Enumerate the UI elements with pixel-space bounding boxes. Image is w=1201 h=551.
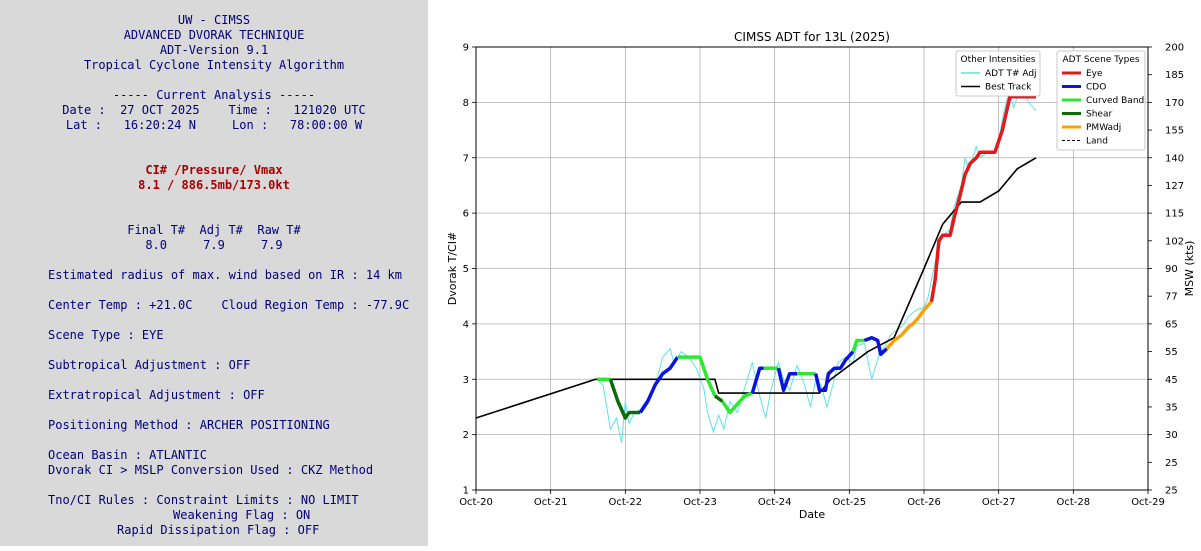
x-tick-label: Oct-25 (833, 497, 867, 508)
ci-values: 8.1 / 886.5mb/173.0kt (138, 178, 290, 192)
scene-segment-curved-band (720, 391, 753, 415)
y2-tick-label: 25 (1165, 458, 1178, 469)
x-tick-label: Oct-27 (982, 497, 1016, 508)
y2-tick-label: 45 (1165, 375, 1178, 386)
panel-header-algorithm: Tropical Cyclone Intensity Algorithm (83, 58, 345, 72)
panel-header-version: ADT-Version 9.1 (159, 43, 269, 57)
scene-segment-cdo (813, 350, 855, 393)
y-axis-label: Dvorak T/CI# (446, 232, 459, 305)
y2-tick-label: 25 (1165, 486, 1178, 497)
scene-legend-label: Shear (1086, 110, 1112, 120)
y2-tick-label: 200 (1165, 43, 1184, 54)
date-time-line: Date : 27 OCT 2025 Time : 121020 UTC (62, 103, 366, 117)
subtropical-line: Subtropical Adjustment : OFF (48, 358, 251, 372)
x-axis-label: Date (799, 508, 826, 521)
scene-segment-pmwadj (885, 300, 933, 350)
scene-segment-cdo (776, 367, 798, 393)
panel-header-org: UW - CIMSS (177, 13, 251, 27)
weakening-flag-line: Weakening Flag : ON (173, 508, 311, 522)
y2-tick-label: 155 (1165, 126, 1184, 137)
y-tick-label: 1 (463, 486, 469, 497)
temps-line: Center Temp : +21.0C Cloud Region Temp :… (48, 298, 410, 312)
y-tick-label: 4 (463, 319, 469, 330)
panel-header-technique: ADVANCED DVORAK TECHNIQUE (123, 28, 305, 42)
y-tick-label: 8 (463, 98, 469, 109)
ocean-basin-line: Ocean Basin : ATLANTIC (48, 448, 207, 462)
scene-legend-title: ADT Scene Types (1062, 55, 1139, 65)
y2-tick-label: 90 (1165, 264, 1178, 275)
x-tick-label: Oct-23 (683, 497, 717, 508)
intensity-legend-label: Best Track (985, 83, 1032, 93)
y2-tick-label: 55 (1165, 347, 1178, 358)
x-tick-label: Oct-20 (459, 497, 493, 508)
scene-legend-box (1056, 50, 1146, 151)
y-tick-label: 9 (463, 43, 469, 54)
y2-tick-label: 185 (1165, 70, 1184, 81)
scene-legend-label: Land (1086, 137, 1108, 147)
lat-lon-line: Lat : 16:20:24 N Lon : 78:00:00 W (65, 118, 363, 132)
y-tick-label: 7 (463, 153, 469, 164)
y2-tick-label: 127 (1165, 181, 1184, 192)
conversion-line: Dvorak CI > MSLP Conversion Used : CKZ M… (48, 463, 374, 477)
intensity-legend-title: Other Intensities (961, 55, 1036, 65)
y-tick-label: 2 (463, 430, 469, 441)
scene-segment-curved-band (677, 355, 717, 397)
x-tick-label: Oct-21 (534, 497, 568, 508)
y2-axis-label: MSW (kts) (1183, 241, 1196, 297)
plot-frame (475, 46, 1149, 491)
chart-title: CIMSS ADT for 13L (2025) (734, 30, 890, 44)
x-tick-label: Oct-26 (907, 497, 941, 508)
ci-header: CI# /Pressure/ Vmax (145, 163, 283, 177)
current-analysis-heading: ----- Current Analysis ----- (112, 88, 316, 102)
y2-tick-label: 77 (1165, 292, 1178, 303)
y2-tick-label: 115 (1165, 209, 1184, 220)
scene-segment-cdo (638, 356, 680, 414)
adt-t-adj-line (596, 84, 1037, 444)
scene-segment-curved-band (851, 338, 865, 353)
scene-legend-label: Curved Band (1086, 96, 1144, 106)
scene-segment-eye (929, 95, 1036, 302)
scene-segment-cdo (750, 366, 764, 394)
tno-rules-line: Tno/CI Rules : Constraint Limits : NO LI… (48, 493, 359, 507)
scene-segment-shear (713, 394, 724, 403)
x-tick-label: Oct-28 (1057, 497, 1091, 508)
y-tick-label: 6 (463, 209, 469, 220)
adt-chart-svg: Oct-20 Oct-21 Oct-22 Oct-23 Oct-24 Oct-25 Oct-… (446, 30, 1196, 521)
scene-type-line: Scene Type : EYE (48, 328, 164, 342)
y2-tick-label: 140 (1165, 153, 1184, 164)
scene-segment-shear (608, 378, 641, 420)
best-track-line (475, 157, 1037, 419)
y2-tick-label: 102 (1165, 236, 1184, 247)
intensity-legend-box (955, 50, 1041, 97)
positioning-line: Positioning Method : ARCHER POSITIONING (48, 418, 330, 432)
scene-legend-label: CDO (1086, 83, 1106, 93)
rapid-dissipation-line: Rapid Dissipation Flag : OFF (117, 523, 320, 537)
x-tick-label: Oct-22 (609, 497, 643, 508)
scene-legend-label: Eye (1086, 69, 1103, 79)
y-tick-label: 3 (463, 375, 469, 386)
tnum-header: Final T# Adj T# Raw T# (127, 223, 301, 237)
adt-chart: Oct-20 Oct-21 Oct-22 Oct-23 Oct-24 Oct-25 Oct-… (428, 0, 1201, 546)
radius-line: Estimated radius of max. wind based on I… (48, 268, 403, 282)
y2-tick-label: 65 (1165, 319, 1178, 330)
y2-tick-label: 170 (1165, 98, 1184, 109)
extratropical-line: Extratropical Adjustment : OFF (48, 388, 265, 402)
y2-tick-label: 30 (1165, 430, 1178, 441)
intensity-legend-label: ADT T# Adj (985, 69, 1037, 79)
x-tick-label: Oct-29 (1131, 497, 1165, 508)
analysis-panel: UW - CIMSS ADVANCED DVORAK TECHNIQUE ADT… (0, 0, 428, 546)
y-tick-label: 5 (463, 264, 469, 275)
tnum-values: 8.0 7.9 7.9 (145, 238, 283, 252)
y2-tick-label: 35 (1165, 402, 1178, 413)
x-tick-label: Oct-24 (758, 497, 792, 508)
scene-segment-cdo (863, 335, 888, 357)
scene-legend-label: PMWadj (1086, 123, 1121, 133)
